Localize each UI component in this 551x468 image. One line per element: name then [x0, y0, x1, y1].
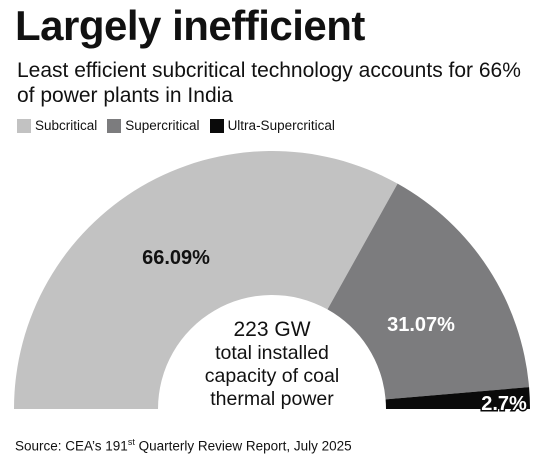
center-text-line: thermal power	[210, 388, 334, 410]
center-text-line: capacity of coal	[205, 365, 339, 387]
center-text-line: 223 GW	[233, 318, 310, 341]
legend-swatch-subcritical	[17, 118, 31, 133]
legend-swatch-supercritical	[107, 118, 122, 133]
legend-label-ultra-supercritical: Ultra-Supercritical	[227, 118, 335, 133]
legend-item-supercritical: Supercritical	[107, 118, 200, 133]
source-suffix: Quarterly Review Report, July 2025	[134, 438, 352, 454]
data-label-supercritical: 31.07%	[387, 314, 455, 336]
legend-item-subcritical: Subcritical	[17, 118, 97, 133]
chart-subtitle: Least efficient subcritical technology a…	[17, 59, 521, 107]
legend: Subcritical Supercritical Ultra-Supercri…	[17, 118, 345, 133]
legend-swatch-ultra-supercritical	[209, 118, 224, 133]
center-text-line: total installed	[215, 342, 329, 364]
data-label-subcritical: 66.09%	[142, 247, 210, 269]
slice-ultra-supercritical	[385, 387, 530, 409]
source-superscript: st	[127, 437, 135, 447]
source-prefix: Source: CEA’s 191	[15, 438, 128, 454]
slice-supercritical	[327, 183, 530, 400]
legend-label-supercritical: Supercritical	[125, 118, 200, 133]
slice-subcritical	[14, 151, 398, 410]
source-note: Source: CEA’s 191st Quarterly Review Rep…	[15, 437, 352, 454]
data-label-ultra-supercritical: 2.7%	[481, 393, 527, 415]
legend-item-ultra-supercritical: Ultra-Supercritical	[209, 118, 335, 133]
legend-label-subcritical: Subcritical	[35, 118, 98, 133]
chart-title: Largely inefficient	[15, 2, 365, 49]
